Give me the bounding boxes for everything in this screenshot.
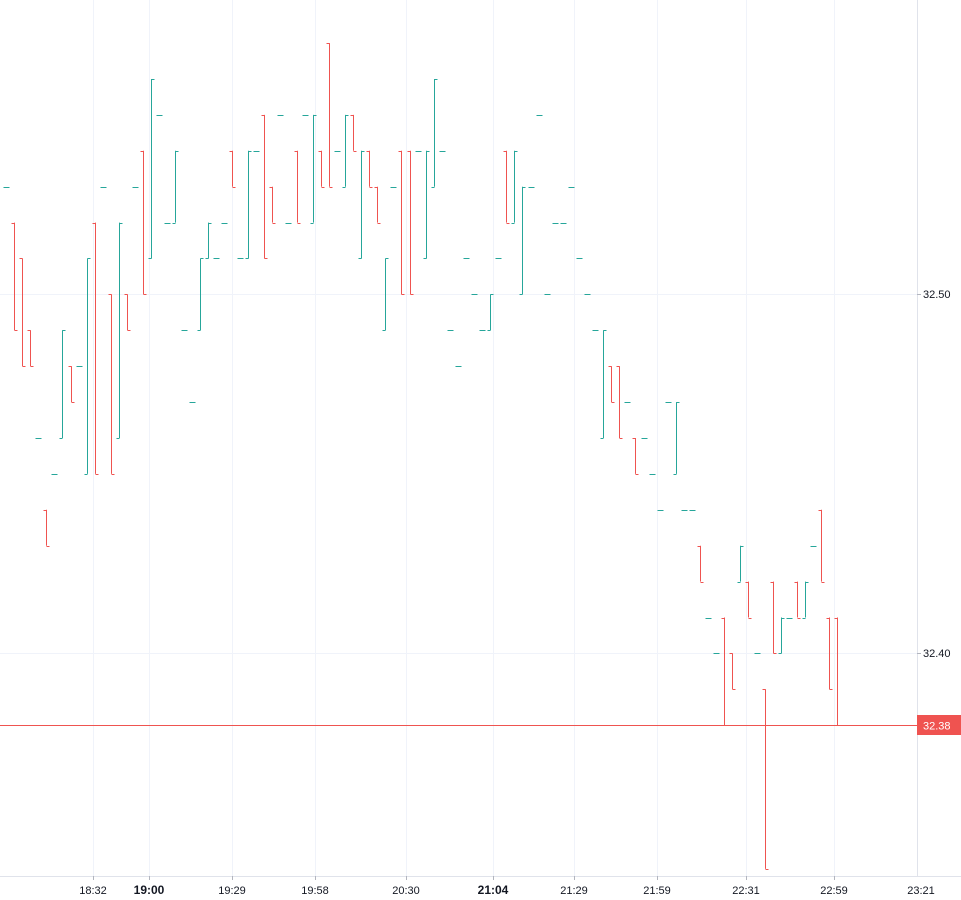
ohlc-bars xyxy=(3,43,841,870)
x-tick-label: 21:04 xyxy=(478,883,509,897)
ohlc-bar xyxy=(172,150,179,224)
y-tick-labels: 32.50 32.40 xyxy=(917,289,951,660)
ohlc-bar xyxy=(778,617,785,654)
ohlc-bar xyxy=(762,689,769,870)
ohlc-bar xyxy=(350,114,357,152)
ohlc-bar xyxy=(673,402,680,475)
ohlc-bar xyxy=(802,581,809,619)
ohlc-bar xyxy=(818,509,825,583)
ohlc-bar xyxy=(745,581,752,619)
ohlc-bar xyxy=(342,114,349,188)
x-tick-label: 21:29 xyxy=(560,885,588,897)
ohlc-bar xyxy=(358,150,365,259)
ohlc-bar xyxy=(398,150,405,295)
x-tick-label: 21:59 xyxy=(643,885,671,897)
ohlc-bar xyxy=(261,114,268,259)
x-tick-label: 22:31 xyxy=(732,885,760,897)
ohlc-bar xyxy=(116,222,123,439)
ohlc-bar xyxy=(294,150,301,224)
ohlc-bar xyxy=(92,222,99,475)
ohlc-bar xyxy=(140,150,147,295)
y-tick-label: 32.40 xyxy=(923,648,951,660)
ohlc-bar xyxy=(519,186,526,295)
grid-lines xyxy=(0,0,917,876)
x-tick-label: 19:29 xyxy=(218,885,246,897)
x-tick-label: 19:58 xyxy=(301,885,329,897)
ohlc-bar xyxy=(729,653,736,690)
ohlc-bar xyxy=(407,150,414,295)
ohlc-bar xyxy=(366,150,373,188)
ohlc-bar xyxy=(108,294,115,475)
x-tick-label: 22:59 xyxy=(820,885,848,897)
ohlc-bar xyxy=(608,366,615,403)
ohlc-bar xyxy=(245,150,252,259)
ohlc-bar xyxy=(503,150,510,224)
ohlc-bar xyxy=(431,78,438,188)
ohlc-bar xyxy=(310,114,317,224)
ohlc-bar xyxy=(148,78,155,259)
ohlc-bar xyxy=(124,294,131,331)
ohlc-bar xyxy=(318,150,325,188)
ohlc-bar xyxy=(737,545,744,583)
ohlc-bar xyxy=(697,545,704,583)
y-tick-label: 32.50 xyxy=(923,289,951,301)
ohlc-bar xyxy=(770,581,777,654)
ohlc-bar xyxy=(834,617,841,726)
ohlc-bar xyxy=(632,438,639,475)
x-tick-labels: 18:32 19:00 19:29 19:58 20:30 21:04 21:29 21:59… xyxy=(79,876,935,897)
last-price-tag-bg xyxy=(917,715,961,735)
ohlc-bar xyxy=(84,258,91,475)
ohlc-bar xyxy=(616,366,623,439)
ohlc-bar xyxy=(794,581,801,619)
ohlc-bar xyxy=(68,366,75,403)
ohlc-bar xyxy=(374,186,381,224)
ohlc-bar xyxy=(205,222,212,259)
ohlc-bar xyxy=(326,43,333,188)
x-tick-label: 18:32 xyxy=(79,885,107,897)
ohlc-bar xyxy=(11,222,18,331)
ohlc-bar xyxy=(487,294,494,331)
last-price-tag: 32.38 xyxy=(917,715,961,735)
ohlc-bar xyxy=(511,150,518,224)
ohlc-bar xyxy=(19,258,26,367)
last-price-tag-label: 32.38 xyxy=(923,721,951,733)
ohlc-bar xyxy=(59,330,66,439)
x-tick-label: 20:30 xyxy=(392,885,420,897)
ohlc-bar xyxy=(826,617,833,690)
ohlc-bar xyxy=(423,150,430,259)
ohlc-bar xyxy=(27,330,34,367)
ohlc-bar xyxy=(269,186,276,224)
x-tick-label: 23:21 xyxy=(907,885,935,897)
ohlc-bar xyxy=(382,258,389,331)
ohlc-bar xyxy=(229,150,236,188)
x-tick-label: 19:00 xyxy=(134,883,165,897)
ohlc-bar xyxy=(43,509,50,547)
ohlc-bar xyxy=(721,617,728,726)
ohlc-bar xyxy=(197,258,204,331)
ohlc-bar xyxy=(600,330,607,439)
